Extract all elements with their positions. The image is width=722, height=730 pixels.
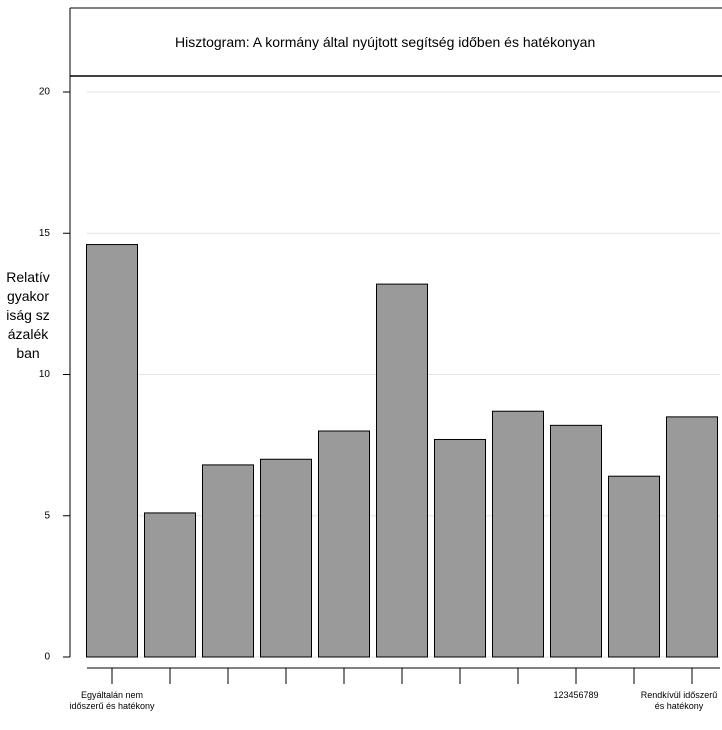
- y-tick-label: 10: [39, 369, 51, 380]
- bar: [608, 475, 660, 658]
- x-tick-label: Rendkívül időszerű és hatékony: [640, 690, 718, 711]
- y-tick-label: 20: [39, 87, 51, 98]
- y-tick-label: 15: [39, 228, 51, 239]
- y-axis-label: Relatív gyakoriság százalékban: [6, 269, 50, 361]
- bar: [492, 410, 544, 658]
- y-tick-label: 0: [44, 652, 50, 663]
- bar: [202, 464, 254, 658]
- x-tick-label: Egyáltalán nem időszerű és hatékony: [69, 690, 155, 711]
- x-tick-label: 123456789: [553, 690, 599, 700]
- bar: [376, 283, 428, 658]
- y-tick-label: 5: [44, 510, 50, 521]
- bar: [434, 438, 486, 658]
- bar: [666, 416, 718, 658]
- bar: [86, 244, 138, 658]
- bar: [144, 512, 196, 658]
- bar: [260, 458, 312, 658]
- chart-title: Hisztogram: A kormány által nyújtott seg…: [175, 34, 596, 50]
- bar: [550, 424, 602, 658]
- bar: [318, 430, 370, 658]
